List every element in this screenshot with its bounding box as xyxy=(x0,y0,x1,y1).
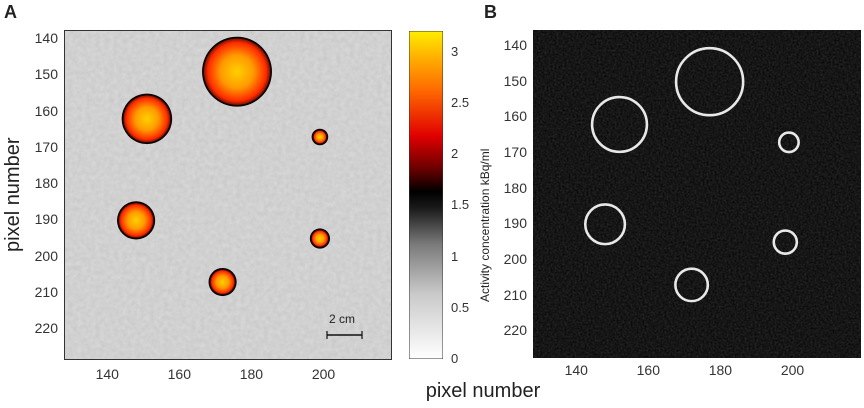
rings xyxy=(583,46,800,303)
colorbar xyxy=(409,31,443,359)
panel-b-ytick: 150 xyxy=(503,72,527,89)
panel-b-xtick: 180 xyxy=(708,362,733,378)
scale-bar-label: 2 cm xyxy=(329,312,356,326)
colorbar-gradient xyxy=(409,31,443,359)
panel-a-image xyxy=(64,30,392,360)
colorbar-tick: 0.5 xyxy=(451,299,470,315)
activity-ring xyxy=(674,267,710,303)
panel-a-xtick: 180 xyxy=(239,366,264,382)
panel-b-ytick: 200 xyxy=(503,250,527,267)
hot-spot xyxy=(203,38,271,105)
colorbar-tick: 0 xyxy=(451,351,459,366)
colorbar-tick: 2.5 xyxy=(451,94,470,110)
panel-a-ytick: 140 xyxy=(34,30,58,47)
panel-a-frame xyxy=(64,30,392,360)
panel-b-ytick: 170 xyxy=(503,144,527,160)
panel-b-ytick: 180 xyxy=(503,179,527,196)
panel-a-ytick: 160 xyxy=(34,102,58,119)
hot-spot xyxy=(118,203,154,238)
hot-spot xyxy=(123,95,171,143)
panel-b-ytick: 210 xyxy=(503,286,527,303)
activity-ring xyxy=(590,95,649,154)
panel-a-ytick: 180 xyxy=(34,175,58,192)
panel-b-ylabel: Activity concentration kBq/ml xyxy=(478,148,492,302)
panel-a-ylabel: pixel number xyxy=(2,137,24,252)
panel-b-letter: B xyxy=(484,2,497,22)
panel-a-ytick: 190 xyxy=(34,211,58,228)
colorbar-tick: 2 xyxy=(451,146,459,161)
panel-a-xtick: 160 xyxy=(167,366,191,382)
panel-a-xtick: 140 xyxy=(95,366,119,382)
panel-b-ytick: 140 xyxy=(503,37,527,54)
panel-a-xtick: 200 xyxy=(311,366,336,382)
colorbar-tick: 1.5 xyxy=(451,197,470,213)
panel-b-ytick: 220 xyxy=(503,322,527,339)
colorbar-tick: 3 xyxy=(451,43,459,59)
panel-b-image xyxy=(533,30,861,358)
activity-ring xyxy=(777,131,800,154)
panel-a-ytick: 210 xyxy=(34,283,58,300)
colorbar-tick: 1 xyxy=(451,248,459,264)
activity-ring xyxy=(772,229,799,255)
panel-b-xtick: 200 xyxy=(780,362,805,378)
panel-a-ytick: 150 xyxy=(34,66,58,83)
panel-b-ytick: 190 xyxy=(503,215,527,232)
panel-a-ytick: 170 xyxy=(34,138,58,155)
hot-spots xyxy=(116,36,331,297)
shared-xlabel: pixel number xyxy=(425,380,541,402)
panel-a-ytick: 200 xyxy=(34,247,58,264)
hot-spot xyxy=(313,130,327,144)
hot-spot xyxy=(210,269,235,295)
activity-ring xyxy=(674,46,745,117)
panel-b-ytick: 160 xyxy=(503,108,527,125)
panel-a-ytick: 220 xyxy=(34,320,58,337)
hot-spot xyxy=(311,230,329,247)
activity-ring xyxy=(583,203,627,246)
panel-a-letter: A xyxy=(4,2,17,22)
panel-b-noise xyxy=(533,30,861,358)
panel-b-xtick: 140 xyxy=(564,362,588,378)
panel-b-xtick: 160 xyxy=(636,362,660,378)
